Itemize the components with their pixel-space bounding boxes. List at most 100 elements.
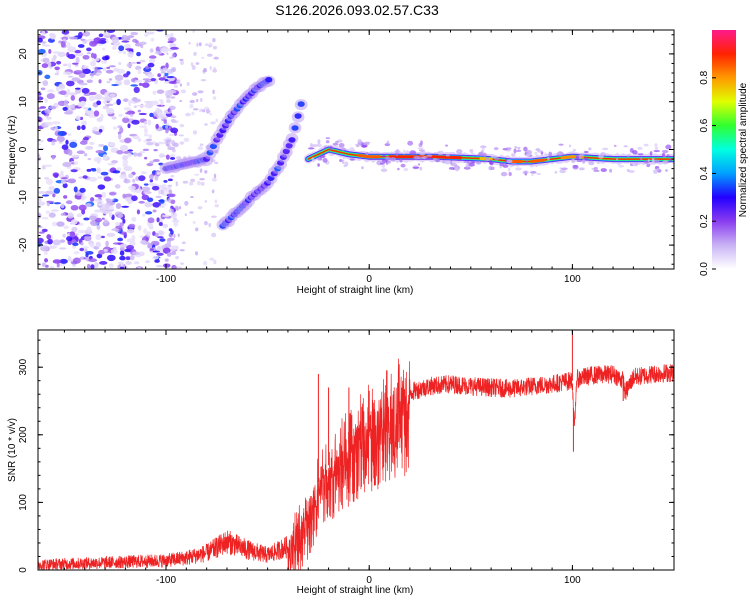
noise-blob: [157, 141, 166, 145]
noise-blob: [155, 50, 163, 55]
noise-blob: [54, 72, 60, 76]
bottom-plot-axes: -100 0 100 0 100 200 300 Height of straight lin…: [7, 330, 675, 596]
noise-blob: [175, 181, 178, 187]
trace-wisp: [508, 167, 511, 172]
noise-blob: [175, 246, 179, 251]
noise-blob: [56, 262, 60, 268]
trace-core: [282, 148, 290, 155]
noise-blob: [71, 162, 75, 165]
noise-blob: [123, 79, 131, 86]
noise-blob: [119, 127, 124, 134]
noise-blob: [38, 231, 45, 234]
noise-blob: [189, 103, 194, 109]
trace-wisp: [631, 163, 636, 166]
noise-blob: [124, 115, 129, 119]
noise-blob: [98, 249, 106, 255]
trace-wisp: [626, 168, 630, 172]
noise-blob: [60, 203, 65, 209]
trace-core: [285, 142, 293, 149]
noise-blob: [190, 196, 194, 199]
noise-blob: [118, 45, 125, 52]
noise-blob: [111, 116, 117, 120]
trace-wisp: [317, 163, 320, 167]
trace-wisp: [328, 145, 333, 151]
trace-wisp: [407, 140, 414, 146]
noise-blob: [127, 123, 131, 129]
noise-blob: [183, 137, 190, 142]
noise-blob: [117, 82, 122, 85]
noise-blob: [62, 233, 66, 238]
noise-blob: [77, 229, 86, 234]
noise-blob: [38, 201, 46, 206]
noise-blob: [188, 41, 191, 45]
noise-blob: [62, 71, 72, 75]
trace-wisp: [426, 154, 433, 157]
noise-blob: [145, 260, 150, 264]
trace-core: [294, 113, 302, 119]
noise-blob: [101, 191, 107, 199]
noise-blob: [41, 194, 50, 197]
noise-blob: [102, 105, 109, 110]
trace-wisp: [558, 143, 564, 146]
noise-blob: [152, 111, 158, 117]
trace-wisp: [582, 159, 586, 164]
x-tick-label: 0: [366, 575, 372, 586]
noise-blob: [93, 156, 102, 163]
noise-blob: [150, 37, 155, 42]
noise-blob: [158, 230, 164, 236]
noise-blob: [147, 197, 154, 203]
noise-blob: [179, 123, 185, 128]
noise-blob: [79, 140, 88, 145]
noise-blob: [60, 177, 68, 180]
noise-blob: [38, 37, 43, 43]
noise-blob: [122, 98, 129, 102]
noise-blob: [164, 72, 169, 77]
noise-blob: [199, 177, 205, 181]
colorbar-tick-label: 0.8: [699, 70, 710, 84]
noise-blob: [70, 204, 79, 211]
trace-wisp: [397, 167, 400, 171]
noise-blob: [195, 62, 200, 65]
trace-wisp: [525, 149, 533, 155]
trace-wisp: [488, 159, 493, 165]
trace-wisp: [576, 159, 583, 163]
noise-blob: [38, 48, 46, 54]
noise-blob: [169, 157, 176, 160]
noise-blob: [96, 253, 103, 259]
y-tick-label: 0: [18, 567, 29, 573]
noise-blob: [125, 260, 133, 265]
noise-blob: [152, 209, 157, 213]
noise-blob: [195, 98, 199, 103]
noise-blob: [116, 98, 121, 106]
noise-blob: [99, 261, 108, 265]
noise-blob: [139, 125, 148, 128]
noise-blob: [102, 32, 112, 36]
noise-blob: [192, 108, 199, 111]
trace-wisp: [653, 149, 661, 153]
trace-wisp: [626, 154, 630, 157]
noise-blob: [179, 249, 185, 252]
noise-blob: [105, 240, 109, 247]
noise-blob: [119, 255, 126, 261]
noise-blob: [143, 33, 149, 37]
noise-blob: [202, 69, 207, 72]
noise-blob: [211, 177, 217, 182]
noise-blob: [209, 257, 215, 261]
noise-blob: [117, 213, 123, 218]
noise-blob: [41, 63, 49, 69]
noise-blob: [78, 204, 87, 211]
noise-blob: [116, 167, 122, 172]
noise-blob: [156, 104, 166, 107]
noise-blob: [131, 251, 140, 256]
noise-blob: [158, 77, 166, 81]
y-axis-label: SNR (10 * v/v): [7, 418, 18, 482]
colorbar-gradient: [712, 30, 736, 269]
noise-blob: [184, 213, 187, 217]
noise-blob: [143, 71, 147, 74]
noise-blob: [98, 143, 105, 147]
noise-blob: [164, 67, 169, 72]
noise-blob: [117, 237, 124, 242]
noise-blob: [125, 112, 133, 115]
noise-blob: [209, 65, 212, 71]
